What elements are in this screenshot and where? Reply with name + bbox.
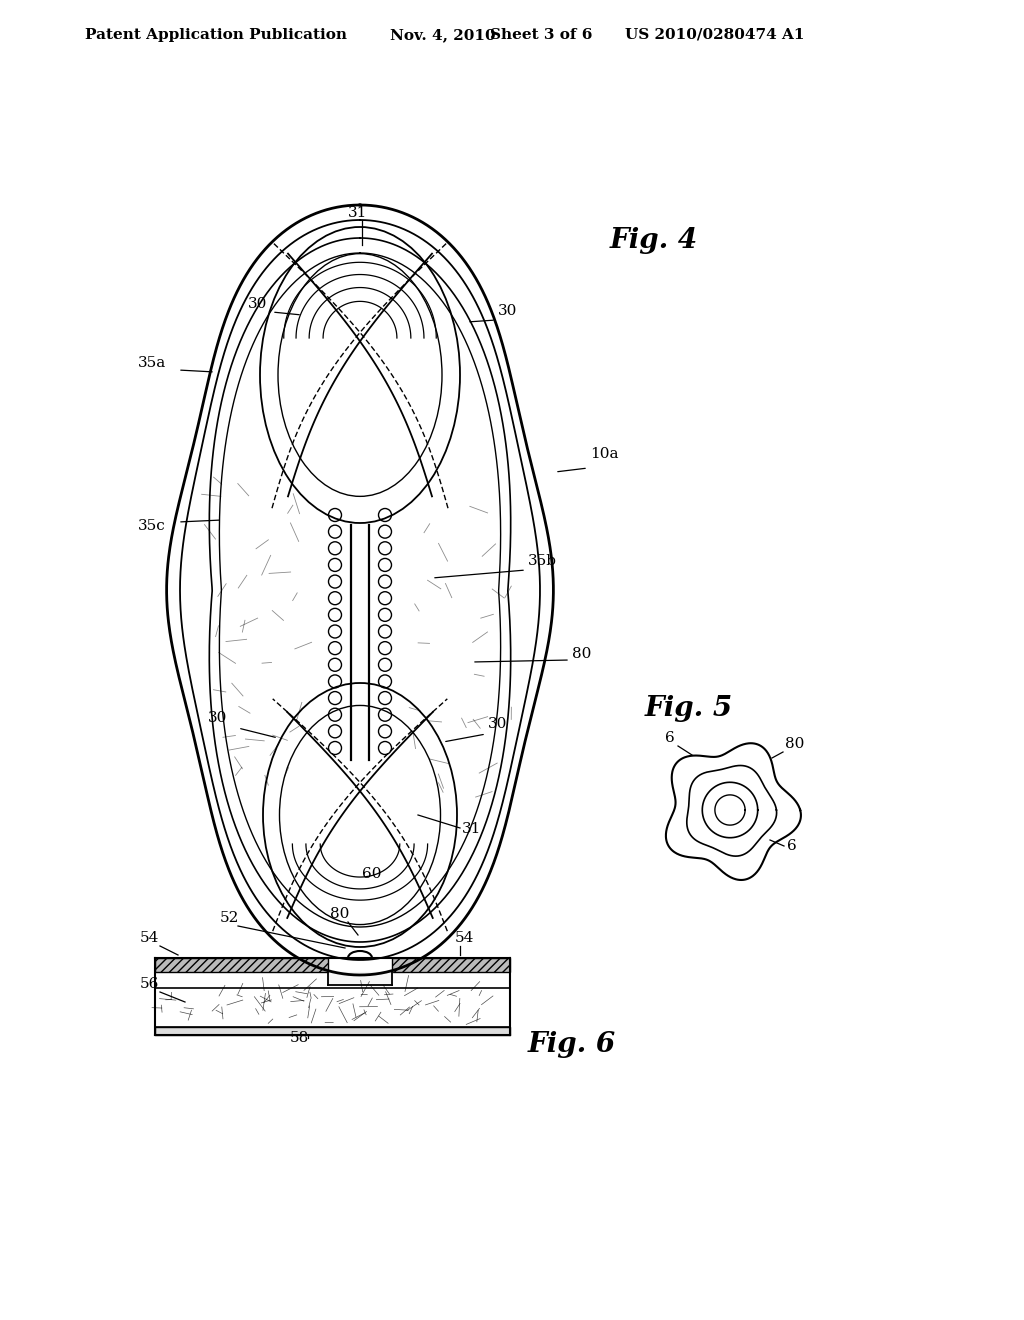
Text: 60: 60 xyxy=(362,867,382,880)
Text: 10a: 10a xyxy=(590,447,618,461)
Text: 6: 6 xyxy=(665,731,675,744)
Text: 30: 30 xyxy=(208,711,227,725)
Text: 80: 80 xyxy=(330,907,349,921)
Text: 58: 58 xyxy=(290,1031,309,1045)
Text: 35a: 35a xyxy=(138,356,166,370)
Text: 54: 54 xyxy=(455,931,474,945)
Text: Patent Application Publication: Patent Application Publication xyxy=(85,28,347,42)
Text: 30: 30 xyxy=(498,304,517,318)
Text: 35c: 35c xyxy=(138,519,166,533)
Polygon shape xyxy=(155,958,328,972)
Text: 80: 80 xyxy=(785,737,805,751)
Text: US 2010/0280474 A1: US 2010/0280474 A1 xyxy=(625,28,805,42)
Text: Fig. 6: Fig. 6 xyxy=(528,1031,616,1059)
Polygon shape xyxy=(155,987,510,1027)
Text: Nov. 4, 2010: Nov. 4, 2010 xyxy=(390,28,496,42)
Text: 35b: 35b xyxy=(528,554,557,568)
Text: 52: 52 xyxy=(220,911,240,925)
Text: 31: 31 xyxy=(462,822,481,836)
Text: Sheet 3 of 6: Sheet 3 of 6 xyxy=(490,28,592,42)
Text: 30: 30 xyxy=(248,297,267,312)
Text: 30: 30 xyxy=(488,717,507,731)
Text: Fig. 4: Fig. 4 xyxy=(610,227,698,253)
Text: Fig. 5: Fig. 5 xyxy=(645,694,733,722)
Text: 56: 56 xyxy=(140,977,160,991)
Text: 6: 6 xyxy=(787,840,797,853)
Polygon shape xyxy=(392,958,510,972)
Text: 54: 54 xyxy=(140,931,160,945)
Text: 31: 31 xyxy=(348,206,368,220)
Text: 80: 80 xyxy=(572,647,592,661)
